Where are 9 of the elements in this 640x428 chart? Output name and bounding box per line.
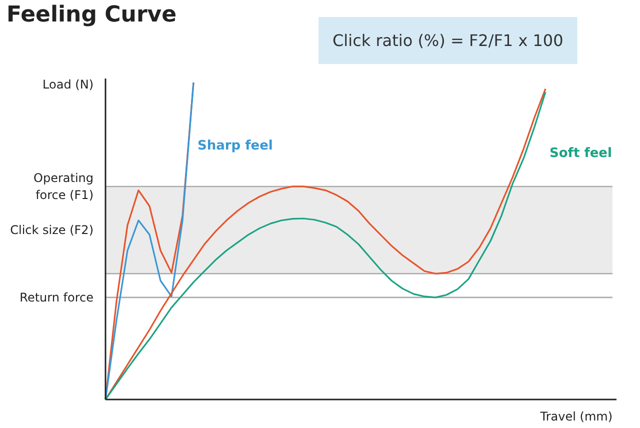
band-label: Click size (F2) <box>10 223 94 238</box>
ref-line-label: Operating force (F1) <box>34 171 94 202</box>
series-label: Soft feel <box>550 146 612 162</box>
text: Click ratio (%) = F2/F1 x 100 <box>332 31 564 50</box>
x-axis-title: Travel (mm) <box>539 410 613 424</box>
y-axis-title: Load (N) <box>42 78 94 92</box>
ref-line-label: Return force <box>20 290 94 304</box>
chart-title: Feeling Curve <box>6 2 177 28</box>
series-label: Sharp feel <box>198 138 273 154</box>
